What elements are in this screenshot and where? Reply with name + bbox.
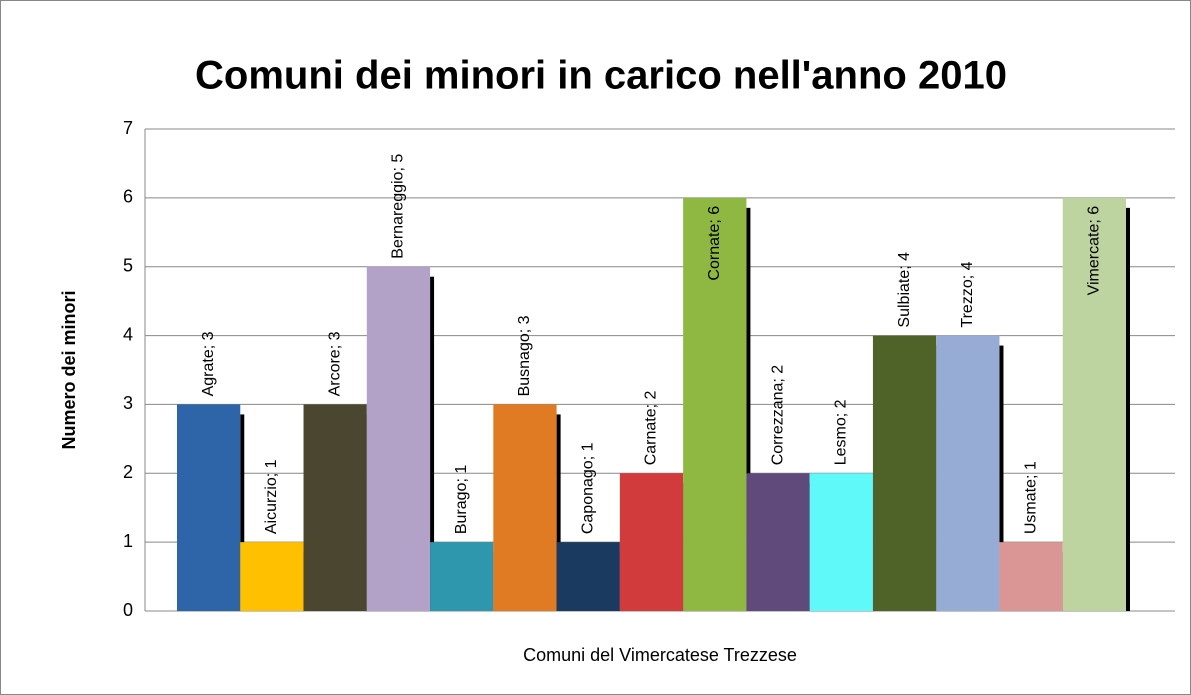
- bar: [619, 473, 684, 611]
- bar-shadow: [1126, 207, 1130, 611]
- data-label: Sulbiate; 4: [896, 252, 913, 328]
- bar: [999, 542, 1063, 611]
- data-label: Trezzo; 4: [959, 261, 976, 327]
- bar-shadow: [746, 207, 751, 611]
- bar-shadow: [430, 276, 435, 611]
- data-label: Caponago; 1: [579, 442, 596, 534]
- bar: [493, 404, 557, 611]
- bar: [430, 542, 494, 611]
- bar-shadow: [240, 414, 245, 611]
- y-axis-title: Numero dei minori: [59, 290, 79, 449]
- y-tick-label: 1: [123, 531, 133, 551]
- y-tick-label: 5: [123, 255, 133, 275]
- bar: [746, 473, 810, 611]
- y-tick-label: 0: [123, 600, 133, 620]
- bar-shadow: [556, 414, 561, 611]
- bar: [1062, 197, 1126, 611]
- y-tick-label: 6: [123, 187, 133, 207]
- bar: [556, 542, 620, 611]
- data-label: Cornate; 6: [706, 206, 723, 281]
- bar: [240, 542, 304, 611]
- data-label: Correzzana; 2: [769, 365, 786, 466]
- data-label: Busnago; 3: [516, 315, 533, 396]
- data-label: Carnate; 2: [643, 390, 660, 465]
- data-label: Burago; 1: [453, 465, 470, 534]
- bar: [936, 335, 1000, 611]
- data-label: Vimercate; 6: [1086, 206, 1103, 296]
- data-label: Arcore; 3: [326, 331, 343, 396]
- y-tick-label: 3: [123, 393, 133, 413]
- y-tick-label: 7: [123, 118, 133, 138]
- data-label: Usmate; 1: [1022, 461, 1039, 534]
- bar: [177, 404, 241, 611]
- y-tick-label: 2: [123, 462, 133, 482]
- data-label: Bernareggio; 5: [390, 154, 407, 259]
- x-axis-title: Comuni del Vimercatese Trezzese: [523, 645, 797, 665]
- data-label: Lesmo; 2: [833, 399, 850, 465]
- data-label: Agrate; 3: [200, 331, 217, 396]
- bar: [366, 266, 431, 611]
- bar-shadow: [999, 345, 1004, 611]
- chart-title: Comuni dei minori in carico nell'anno 20…: [195, 54, 1007, 98]
- bar: [809, 473, 873, 611]
- y-tick-label: 4: [123, 324, 133, 344]
- bar: [303, 404, 367, 611]
- bar: [872, 335, 937, 611]
- bar: [683, 197, 747, 611]
- data-label: Aicurzio; 1: [263, 459, 280, 534]
